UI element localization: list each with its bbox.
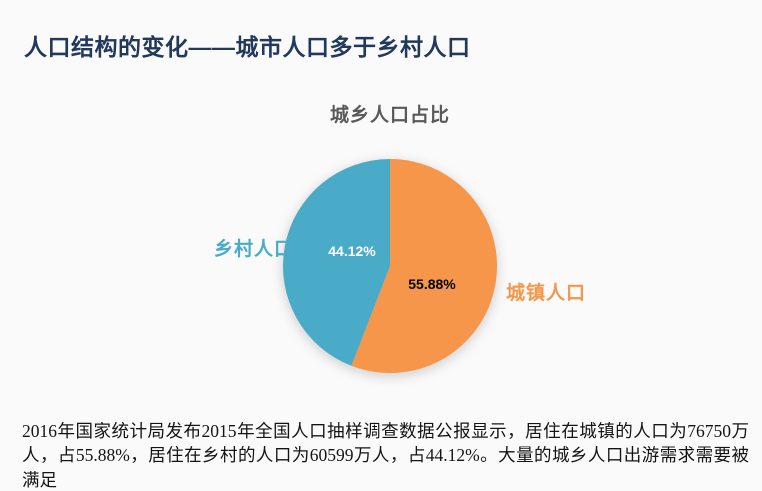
pie-value-urban: 55.88%: [408, 276, 456, 292]
pie-slice-urban: [351, 159, 497, 373]
summary-paragraph: 2016年国家统计局发布2015年全国人口抽样调查数据公报显示，居住在城镇的人口…: [22, 420, 749, 490]
pie-chart: [282, 159, 497, 373]
pie-label-urban: 城镇人口: [506, 283, 587, 304]
chart-title: 城乡人口占比: [329, 105, 450, 126]
pie-value-rural: 44.12%: [328, 243, 376, 259]
page-title: 人口结构的变化——城市人口多于乡村人口: [24, 34, 471, 61]
pie-chart-area: 44.12% 55.88%: [275, 151, 505, 381]
pie-slice-rural: [282, 159, 390, 366]
pie-label-rural: 乡村人口: [214, 239, 295, 260]
